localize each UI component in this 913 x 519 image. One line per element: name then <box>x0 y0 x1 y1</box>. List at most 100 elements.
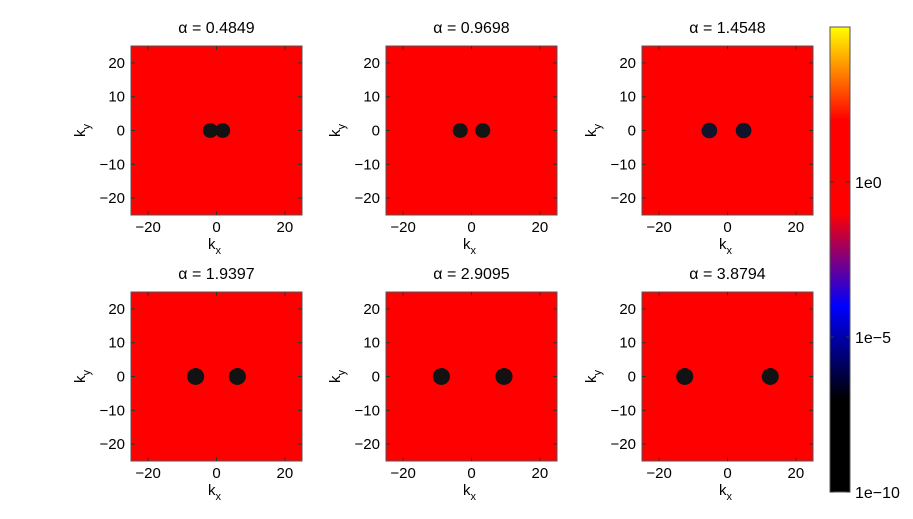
y-tick-label: 0 <box>372 123 380 140</box>
heatmap-background <box>642 46 813 215</box>
heatmap-spot-2 <box>215 123 231 138</box>
y-tick-label: 10 <box>619 335 636 352</box>
x-tick-label: 20 <box>532 219 549 236</box>
y-tick-label: −10 <box>611 156 636 173</box>
heatmap-spot-2 <box>735 122 752 139</box>
x-tick-label: −20 <box>390 219 415 236</box>
y-axis-label-main: k <box>583 375 600 383</box>
y-axis-label: ky <box>327 124 348 138</box>
y-tick-label: −10 <box>355 156 380 173</box>
heatmap-spot-2 <box>761 368 779 385</box>
x-axis-label-subscript: x <box>216 245 222 257</box>
colorbar-tick-label: 1e−5 <box>855 330 891 347</box>
x-axis-label-main: k <box>719 236 727 253</box>
x-tick-label: −20 <box>135 465 160 482</box>
x-tick-label: −20 <box>390 465 415 482</box>
y-tick-label: 0 <box>372 369 380 386</box>
y-tick-label: −20 <box>100 190 125 207</box>
y-tick-label: 20 <box>363 55 380 72</box>
y-tick-label: 10 <box>363 89 380 106</box>
x-axis-label-main: k <box>463 482 471 499</box>
y-tick-label: 10 <box>108 89 125 106</box>
y-tick-label: 20 <box>363 301 380 318</box>
heatmap-spot-1 <box>202 123 218 138</box>
x-tick-label: −20 <box>646 219 671 236</box>
y-tick-label: 10 <box>108 335 125 352</box>
heatmap-background <box>131 292 302 461</box>
y-axis-label-subscript: y <box>592 124 604 130</box>
y-tick-label: −20 <box>355 190 380 207</box>
x-tick-label: −20 <box>135 219 160 236</box>
x-axis-label-main: k <box>463 236 471 253</box>
heatmap-spot-2 <box>495 368 513 385</box>
x-axis-label-main: k <box>208 236 216 253</box>
y-tick-label: −20 <box>355 436 380 453</box>
panel-title: α = 1.4548 <box>689 20 766 37</box>
x-axis-label-subscript: x <box>727 491 733 503</box>
heatmap-background <box>386 46 557 215</box>
x-axis-label: kx <box>719 482 733 503</box>
y-axis-label-subscript: y <box>592 370 604 376</box>
y-axis-label: ky <box>327 370 348 384</box>
x-tick-label: 0 <box>723 465 731 482</box>
colorbar: 1e0 1e−5 1e−10 <box>829 26 900 502</box>
y-axis-label-subscript: y <box>81 370 93 376</box>
x-tick-label: 0 <box>723 219 731 236</box>
panel-title: α = 0.4849 <box>178 20 255 37</box>
colorbar-gradient <box>829 26 851 493</box>
y-axis-label-main: k <box>72 375 89 383</box>
y-tick-label: 20 <box>619 301 636 318</box>
x-tick-label: 0 <box>467 219 475 236</box>
x-tick-label: 20 <box>788 465 805 482</box>
panel-title: α = 1.9397 <box>178 266 255 283</box>
y-tick-label: 10 <box>619 89 636 106</box>
heatmap-spot-1 <box>452 123 468 138</box>
x-axis-label-subscript: x <box>216 491 222 503</box>
y-tick-label: −10 <box>611 402 636 419</box>
y-tick-label: −20 <box>611 190 636 207</box>
y-tick-label: 0 <box>117 369 125 386</box>
x-axis-label: kx <box>208 482 222 503</box>
y-axis-label-subscript: y <box>336 124 348 130</box>
panel-title: α = 2.9095 <box>433 266 510 283</box>
y-tick-label: 20 <box>619 55 636 72</box>
x-tick-label: 0 <box>212 219 220 236</box>
y-tick-label: −10 <box>100 402 125 419</box>
panel-title: α = 3.8794 <box>689 266 766 283</box>
x-axis-label: kx <box>463 236 477 257</box>
x-axis-label-subscript: x <box>471 245 477 257</box>
x-axis-label: kx <box>719 236 733 257</box>
heatmap-background <box>642 292 813 461</box>
x-tick-label: 0 <box>467 465 475 482</box>
x-tick-label: 0 <box>212 465 220 482</box>
x-tick-label: 20 <box>277 219 294 236</box>
y-tick-label: 0 <box>628 123 636 140</box>
y-tick-label: −20 <box>100 436 125 453</box>
y-axis-label-main: k <box>327 375 344 383</box>
y-axis-label-subscript: y <box>336 370 348 376</box>
colorbar-tick-label: 1e−10 <box>855 485 900 502</box>
x-tick-label: 20 <box>788 219 805 236</box>
y-tick-label: −20 <box>611 436 636 453</box>
x-axis-label: kx <box>463 482 477 503</box>
heatmap-background <box>386 292 557 461</box>
x-axis-label-subscript: x <box>727 245 733 257</box>
y-tick-label: 0 <box>117 123 125 140</box>
x-axis-label-subscript: x <box>471 491 477 503</box>
y-tick-label: −10 <box>100 156 125 173</box>
heatmap-spot-2 <box>228 368 246 385</box>
x-tick-label: −20 <box>646 465 671 482</box>
panel-title: α = 0.9698 <box>433 20 510 37</box>
y-axis-label: ky <box>583 124 604 138</box>
x-tick-label: 20 <box>532 465 549 482</box>
heatmap-spot-1 <box>432 368 450 385</box>
y-axis-label: ky <box>72 370 93 384</box>
heatmap-spot-2 <box>475 123 491 138</box>
y-tick-label: 20 <box>108 55 125 72</box>
y-axis-label-subscript: y <box>81 124 93 130</box>
heatmap-spot-1 <box>676 368 694 385</box>
